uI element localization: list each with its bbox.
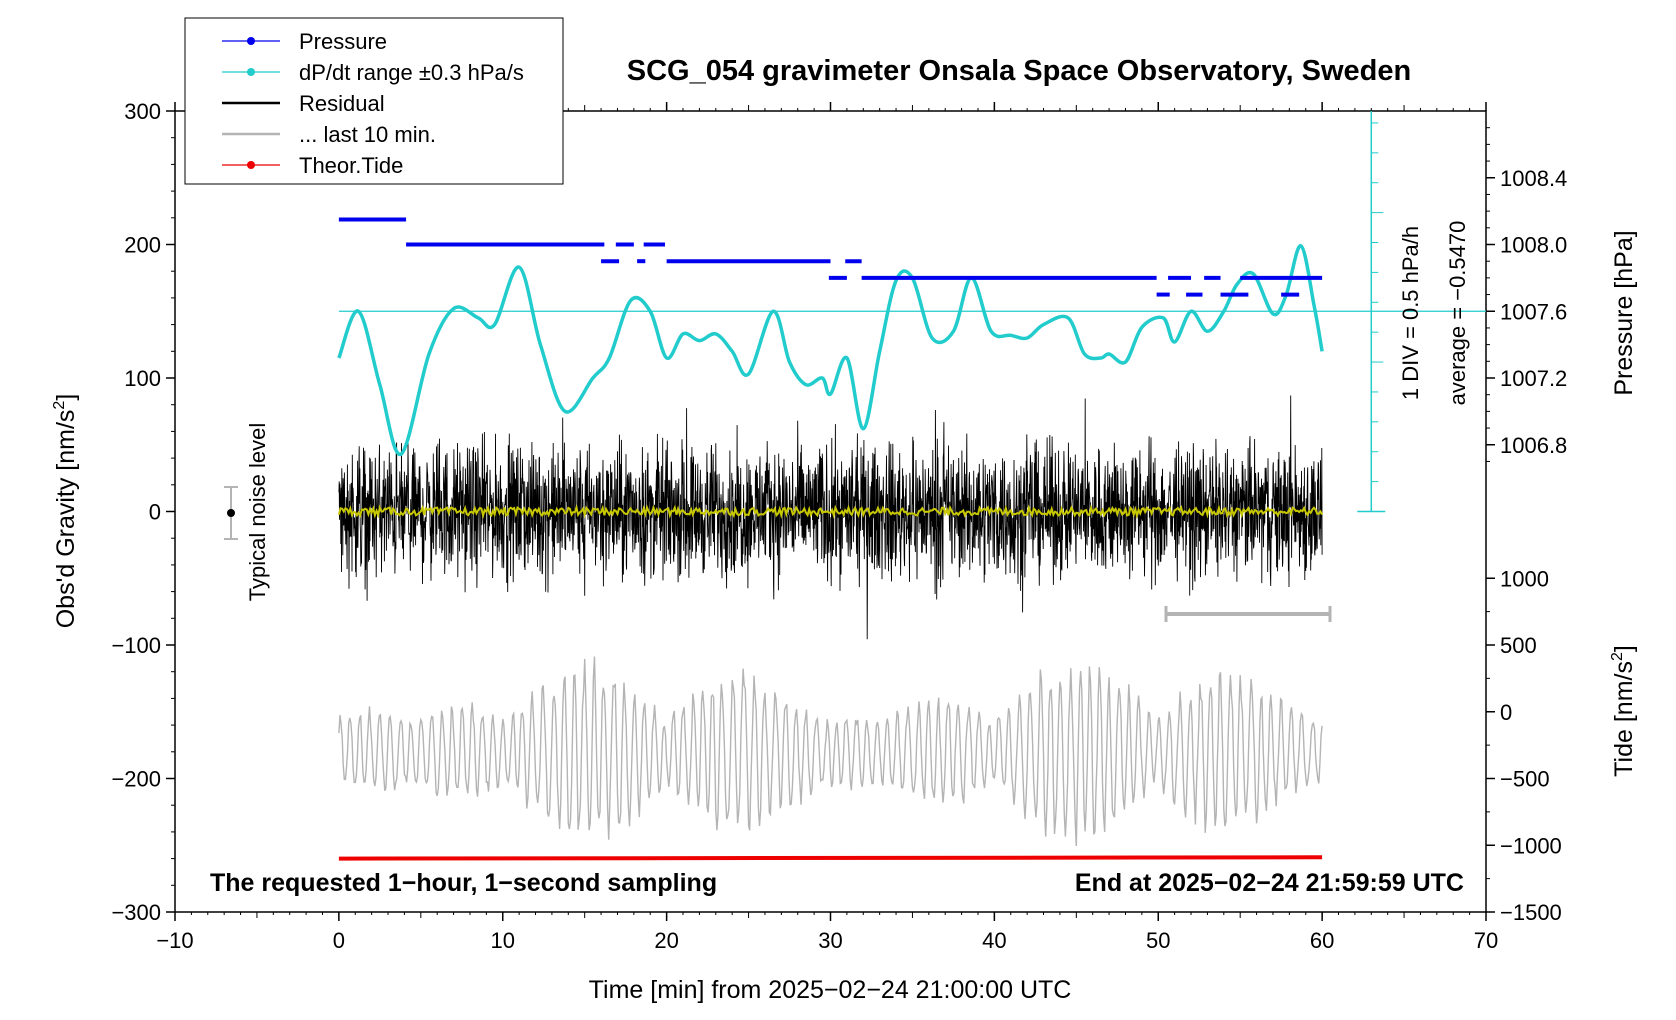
y-left-tick-label: 100 — [124, 366, 161, 391]
x-axis-label: Time [min] from 2025−02−24 21:00:00 UTC — [589, 976, 1072, 1004]
dpdt-series — [337, 244, 1486, 456]
y-left-tick-label: 200 — [124, 233, 161, 258]
x-tick-label: 50 — [1146, 928, 1170, 953]
chart-title: SCG_054 gravimeter Onsala Space Observat… — [627, 55, 1411, 87]
y-left-label-sup: 2 — [51, 401, 68, 410]
pressure-tick-label: 1007.2 — [1500, 366, 1567, 391]
legend: Pressure dP/dt range ±0.3 hPa/s Residual..… — [184, 17, 564, 185]
y-left-tick-label: −200 — [111, 767, 161, 792]
noise-level-indicator: Typical noise level — [224, 423, 270, 602]
tide-tick-label: −1000 — [1500, 833, 1562, 858]
x-tick-label: 0 — [333, 928, 345, 953]
y-left-label-close: ] — [52, 394, 80, 401]
legend-box — [184, 17, 564, 185]
x-tick-label: 10 — [491, 928, 515, 953]
scale-div-label: 1 DIV = 0.5 hPa/h — [1398, 226, 1423, 400]
legend-swatch-marker — [247, 37, 255, 45]
pressure-tick-label: 1007.6 — [1500, 299, 1567, 324]
y-left-tick-label: 0 — [149, 500, 161, 525]
x-tick-label: 40 — [982, 928, 1006, 953]
pressure-series — [338, 217, 1323, 297]
residual-line — [338, 395, 1323, 640]
footer-left: The requested 1−hour, 1−second sampling — [210, 869, 717, 897]
x-tick-label: 70 — [1474, 928, 1498, 953]
residual-series — [337, 395, 1323, 640]
legend-label: Theor.Tide — [299, 153, 403, 178]
tide-tick-label: 500 — [1500, 633, 1537, 658]
y-left-tick-label: 300 — [124, 99, 161, 124]
theor-tide-line — [338, 855, 1323, 861]
pressure-rate-scale — [1357, 111, 1386, 513]
last-10-min-series — [338, 656, 1323, 847]
noise-level-label: Typical noise level — [245, 423, 270, 602]
residual-smoothed-line — [337, 504, 1323, 520]
tide-label-close: ] — [1610, 645, 1638, 652]
y-axis-left-label: Obs'd Gravity [nm/s2] — [51, 394, 80, 629]
y-left-tick-label: −300 — [111, 900, 161, 925]
legend-label: Residual — [299, 91, 385, 116]
legend-label: Pressure — [299, 29, 387, 54]
tide-tick-label: −1500 — [1500, 900, 1562, 925]
axis-ticks: −10 0 10 20 30 40 50 60 703002001000−100−200−300… — [111, 99, 1567, 953]
x-tick-label: −10 — [156, 928, 193, 953]
pressure-tick-label: 1006.8 — [1500, 433, 1567, 458]
y-left-tick-label: −100 — [111, 633, 161, 658]
x-tick-label: 60 — [1310, 928, 1334, 953]
y-axis-tide-label: Tide [nm/s2] — [1609, 645, 1638, 777]
average-label: average = −0.5470 — [1445, 221, 1470, 406]
pressure-tick-label: 1008.0 — [1500, 233, 1567, 258]
noise-dot — [227, 509, 235, 517]
tide-tick-label: −500 — [1500, 767, 1550, 792]
y-axis-pressure-label: Pressure [hPa] — [1610, 230, 1638, 395]
x-tick-label: 30 — [818, 928, 842, 953]
last-10-min-bracket — [1164, 606, 1332, 622]
pressure-tick-label: 1008.4 — [1500, 166, 1567, 191]
tide-label-sup: 2 — [1609, 652, 1626, 661]
tide-tick-label: 1000 — [1500, 566, 1549, 591]
tide-tick-label: 0 — [1500, 700, 1512, 725]
theor-tide-series — [338, 855, 1323, 861]
tide-label-main: Tide [nm/s — [1610, 661, 1638, 777]
legend-label: ... last 10 min. — [299, 122, 436, 147]
last-10-min-line — [338, 656, 1323, 847]
legend-label: dP/dt range ±0.3 hPa/s — [299, 60, 524, 85]
legend-swatch-marker — [247, 68, 255, 76]
dpdt-line — [337, 244, 1324, 456]
y-left-label-main: Obs'd Gravity [nm/s — [52, 410, 80, 629]
footer-right: End at 2025−02−24 21:59:59 UTC — [1075, 869, 1464, 897]
legend-swatch-marker — [247, 161, 255, 169]
x-tick-label: 20 — [654, 928, 678, 953]
